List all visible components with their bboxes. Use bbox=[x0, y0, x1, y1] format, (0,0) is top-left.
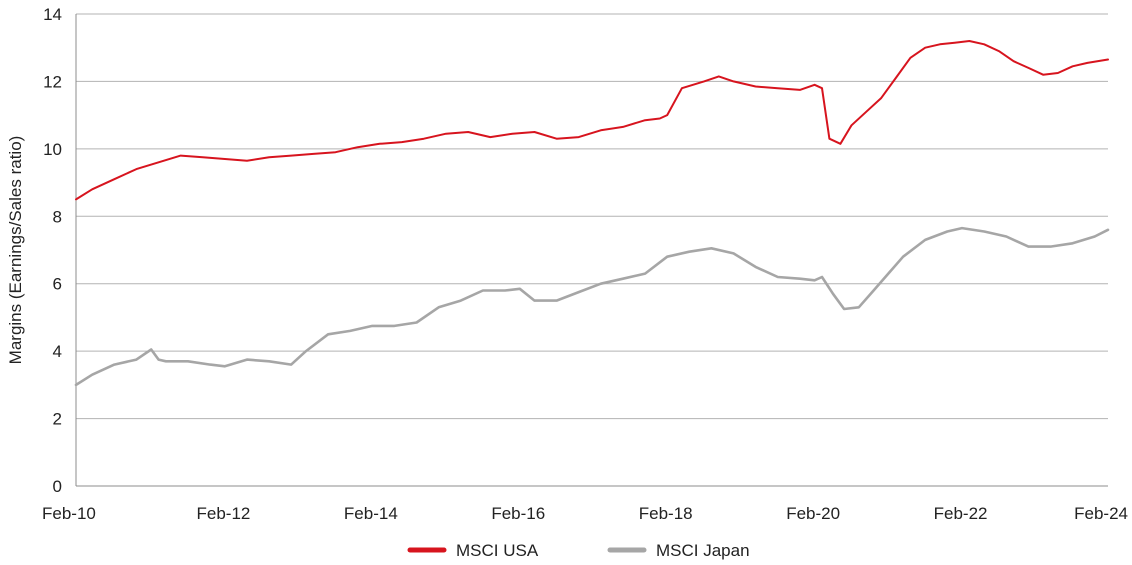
x-tick-label: Feb-12 bbox=[196, 504, 250, 523]
x-tick-label: Feb-24 bbox=[1074, 504, 1128, 523]
x-tick-label: Feb-10 bbox=[42, 504, 96, 523]
axes bbox=[75, 14, 1108, 487]
gridlines bbox=[76, 13, 1108, 420]
series-line-msci-japan bbox=[74, 226, 1110, 387]
y-axis-title: Margins (Earnings/Sales ratio) bbox=[6, 136, 25, 365]
x-tick-labels: Feb-10 Feb-12 Feb-14 Feb-16 Feb-18 Feb-20 Feb-… bbox=[42, 504, 1128, 523]
y-tick-label: 2 bbox=[53, 410, 62, 429]
y-tick-labels: 0 2 4 6 8 10 12 14 bbox=[43, 5, 62, 496]
legend-label: MSCI USA bbox=[456, 541, 539, 560]
y-tick-label: 6 bbox=[53, 275, 62, 294]
x-tick-label: Feb-18 bbox=[639, 504, 693, 523]
series-line-msci-usa bbox=[75, 40, 1109, 201]
y-tick-label: 0 bbox=[53, 477, 62, 496]
y-tick-label: 8 bbox=[53, 207, 62, 226]
x-tick-label: Feb-14 bbox=[344, 504, 398, 523]
legend-label: MSCI Japan bbox=[656, 541, 750, 560]
y-tick-label: 10 bbox=[43, 140, 62, 159]
x-tick-label: Feb-16 bbox=[491, 504, 545, 523]
series bbox=[74, 40, 1110, 387]
x-tick-label: Feb-22 bbox=[934, 504, 988, 523]
y-tick-label: 4 bbox=[53, 342, 62, 361]
y-tick-label: 14 bbox=[43, 5, 62, 24]
legend: MSCI USA MSCI Japan bbox=[407, 541, 750, 560]
y-tick-label: 12 bbox=[43, 72, 62, 91]
x-tick-label: Feb-20 bbox=[786, 504, 840, 523]
